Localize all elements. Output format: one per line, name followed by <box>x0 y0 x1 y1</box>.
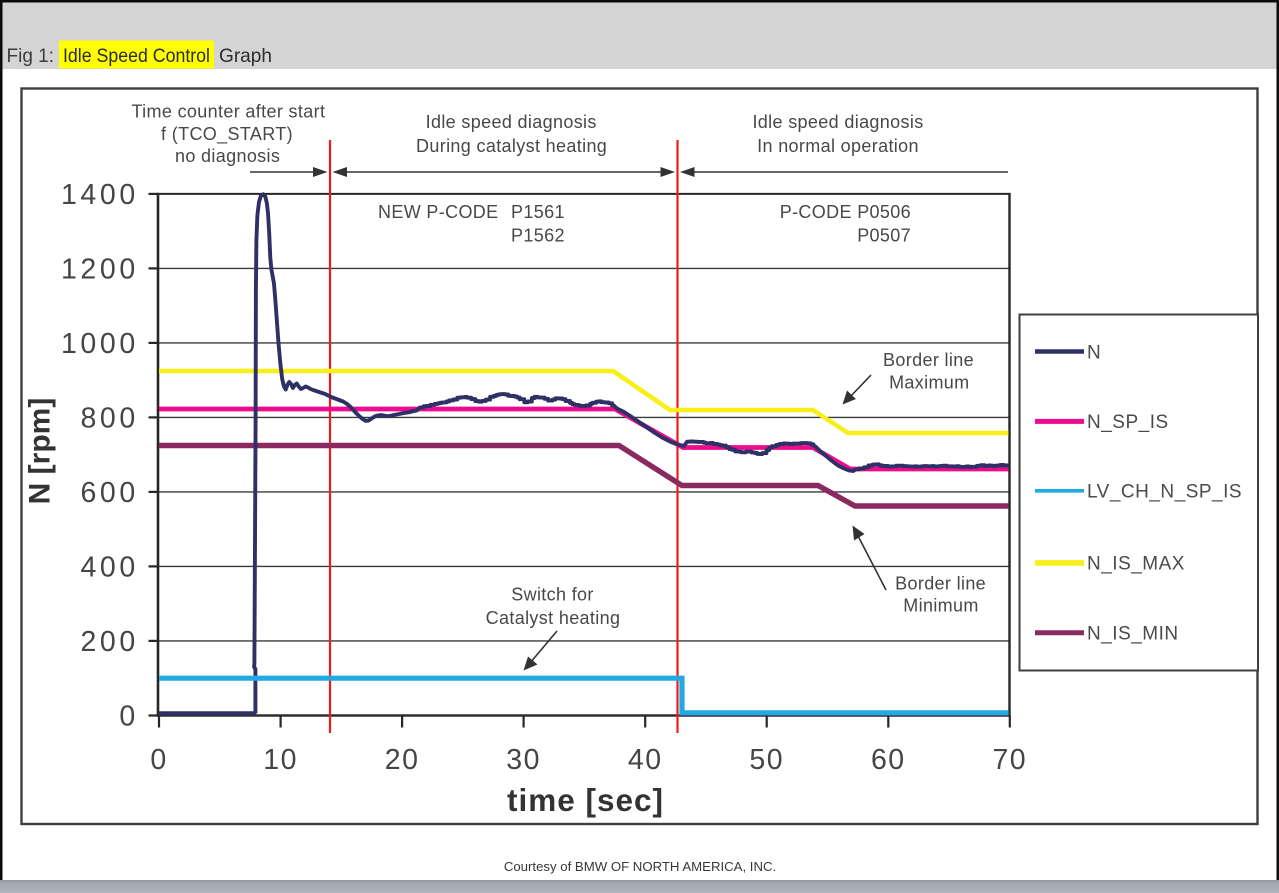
svg-text:N_SP_IS: N_SP_IS <box>1087 412 1169 433</box>
svg-text:LV_CH_N_SP_IS: LV_CH_N_SP_IS <box>1087 482 1242 503</box>
svg-text:Graph: Graph <box>219 45 272 67</box>
svg-text:N [rpm]: N [rpm] <box>24 398 57 505</box>
svg-text:1400: 1400 <box>61 179 139 211</box>
svg-text:50: 50 <box>749 744 784 776</box>
svg-text:400: 400 <box>80 552 138 584</box>
svg-text:Time counter after start: Time counter after start <box>132 101 326 121</box>
svg-text:1000: 1000 <box>61 328 139 360</box>
svg-text:During catalyst heating: During catalyst heating <box>416 136 607 156</box>
svg-text:Border line: Border line <box>895 574 986 594</box>
svg-text:200: 200 <box>80 626 138 658</box>
svg-text:time [sec]: time [sec] <box>507 782 664 818</box>
svg-text:Idle speed diagnosis: Idle speed diagnosis <box>426 112 597 132</box>
svg-text:Catalyst heating: Catalyst heating <box>486 608 621 628</box>
svg-text:no diagnosis: no diagnosis <box>175 146 280 166</box>
svg-text:N_IS_MIN: N_IS_MIN <box>1087 624 1179 645</box>
svg-text:Courtesy of BMW OF NORTH AMERI: Courtesy of BMW OF NORTH AMERICA, INC. <box>504 859 776 874</box>
svg-text:N_IS_MAX: N_IS_MAX <box>1087 554 1185 575</box>
svg-text:10: 10 <box>263 744 298 776</box>
svg-text:0: 0 <box>119 701 138 733</box>
svg-text:Idle speed diagnosis: Idle speed diagnosis <box>752 112 923 132</box>
svg-text:40: 40 <box>628 744 663 776</box>
svg-text:70: 70 <box>992 744 1027 776</box>
svg-text:Switch for: Switch for <box>511 585 594 605</box>
svg-text:600: 600 <box>80 477 138 509</box>
svg-text:1200: 1200 <box>61 253 139 285</box>
svg-text:P1562: P1562 <box>511 226 565 246</box>
svg-text:0: 0 <box>150 744 167 776</box>
svg-text:P-CODE P0506: P-CODE P0506 <box>780 202 911 222</box>
svg-text:Fig 1:: Fig 1: <box>7 45 55 67</box>
svg-text:60: 60 <box>871 744 906 776</box>
svg-text:Maximum: Maximum <box>889 372 969 392</box>
svg-text:20: 20 <box>385 744 420 776</box>
svg-text:30: 30 <box>506 744 541 776</box>
svg-text:Idle Speed Control: Idle Speed Control <box>63 45 210 67</box>
svg-text:P1561: P1561 <box>511 202 565 222</box>
svg-text:Minimum: Minimum <box>903 596 978 616</box>
svg-text:NEW P-CODE: NEW P-CODE <box>378 202 499 222</box>
svg-text:In normal operation: In normal operation <box>757 136 919 156</box>
svg-text:N: N <box>1087 342 1101 363</box>
svg-text:P0507: P0507 <box>857 226 911 246</box>
svg-text:Border line: Border line <box>883 350 974 370</box>
svg-text:f (TCO_START): f (TCO_START) <box>161 124 293 145</box>
svg-text:800: 800 <box>80 403 138 435</box>
